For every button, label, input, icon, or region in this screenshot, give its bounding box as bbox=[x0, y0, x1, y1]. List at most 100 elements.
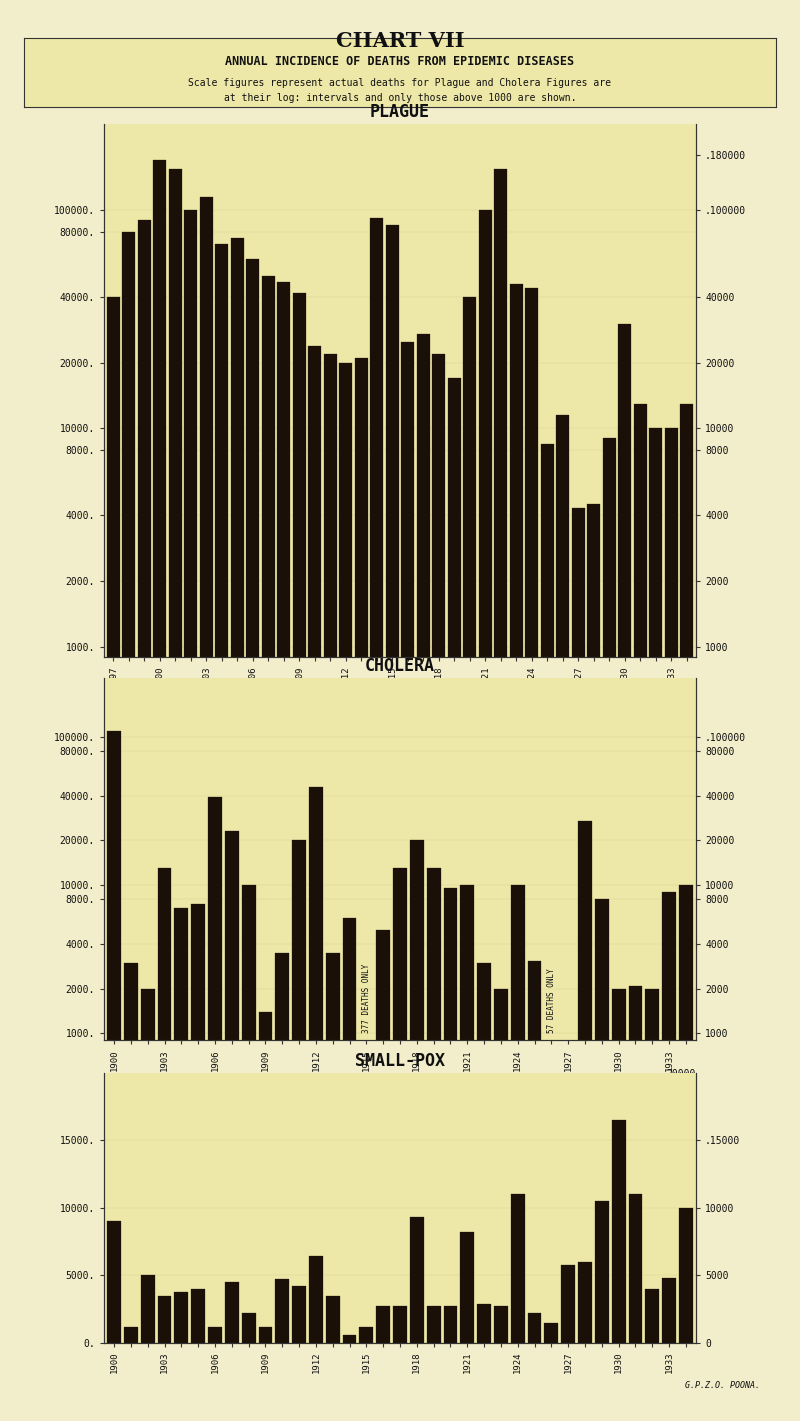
Bar bbox=[541, 443, 554, 1421]
Bar bbox=[460, 1232, 474, 1343]
Bar bbox=[545, 1137, 558, 1421]
Bar bbox=[242, 1313, 255, 1343]
Bar bbox=[174, 1292, 188, 1343]
Bar bbox=[612, 989, 626, 1421]
Title: PLAGUE: PLAGUE bbox=[370, 102, 430, 121]
Bar bbox=[215, 244, 228, 1421]
Bar bbox=[646, 989, 659, 1421]
Bar bbox=[292, 840, 306, 1421]
Bar bbox=[141, 1276, 154, 1343]
Bar bbox=[339, 362, 352, 1421]
Bar bbox=[326, 952, 340, 1421]
Bar bbox=[386, 225, 398, 1421]
Bar bbox=[246, 259, 259, 1421]
Bar bbox=[587, 504, 600, 1421]
Bar bbox=[107, 1221, 121, 1343]
Bar bbox=[494, 1306, 508, 1343]
Bar bbox=[258, 1327, 272, 1343]
Bar bbox=[124, 962, 138, 1421]
Title: CHOLERA: CHOLERA bbox=[365, 657, 435, 675]
Bar bbox=[370, 219, 383, 1421]
Bar bbox=[448, 378, 461, 1421]
Bar bbox=[141, 989, 154, 1421]
Bar bbox=[646, 1289, 659, 1343]
Bar bbox=[376, 1306, 390, 1343]
Text: CHART VII: CHART VII bbox=[336, 31, 464, 51]
Bar bbox=[417, 334, 430, 1421]
Bar bbox=[342, 918, 357, 1421]
Bar bbox=[463, 297, 476, 1421]
Bar bbox=[158, 868, 171, 1421]
Bar bbox=[477, 1303, 491, 1343]
Bar bbox=[662, 1277, 676, 1343]
Bar bbox=[528, 961, 542, 1421]
Bar bbox=[292, 1286, 306, 1343]
Bar bbox=[359, 1096, 374, 1421]
Bar bbox=[477, 962, 491, 1421]
Bar bbox=[309, 345, 321, 1421]
Bar bbox=[578, 821, 592, 1421]
Bar bbox=[309, 1256, 323, 1343]
Bar bbox=[443, 888, 458, 1421]
Title: SMALL-POX: SMALL-POX bbox=[355, 1052, 445, 1070]
Bar bbox=[595, 1201, 609, 1343]
Bar bbox=[556, 415, 569, 1421]
Bar bbox=[231, 237, 244, 1421]
Bar bbox=[679, 885, 693, 1421]
Bar bbox=[191, 1289, 205, 1343]
Bar bbox=[629, 986, 642, 1421]
Text: 377 DEATHS ONLY: 377 DEATHS ONLY bbox=[362, 963, 371, 1033]
Bar bbox=[511, 1194, 525, 1343]
Bar bbox=[107, 730, 121, 1421]
Bar bbox=[208, 1327, 222, 1343]
Bar bbox=[562, 1137, 575, 1421]
Bar bbox=[278, 281, 290, 1421]
Bar bbox=[479, 210, 491, 1421]
Bar bbox=[572, 509, 585, 1421]
Text: 57 DEATHS ONLY: 57 DEATHS ONLY bbox=[547, 969, 556, 1033]
Bar bbox=[443, 1306, 458, 1343]
Bar bbox=[393, 1306, 407, 1343]
Bar bbox=[650, 429, 662, 1421]
Bar bbox=[562, 1265, 575, 1343]
Text: at their log: intervals and only those above 1000 are shown.: at their log: intervals and only those a… bbox=[224, 94, 576, 104]
Bar bbox=[138, 220, 150, 1421]
Bar bbox=[355, 358, 368, 1421]
Bar bbox=[359, 1327, 374, 1343]
Bar bbox=[393, 868, 407, 1421]
Bar bbox=[309, 787, 323, 1421]
Bar bbox=[629, 1194, 642, 1343]
Bar bbox=[225, 1282, 238, 1343]
Bar bbox=[511, 885, 525, 1421]
Bar bbox=[169, 169, 182, 1421]
Bar bbox=[426, 868, 441, 1421]
Bar bbox=[122, 232, 135, 1421]
Bar bbox=[326, 1296, 340, 1343]
Bar bbox=[679, 1208, 693, 1343]
Bar bbox=[662, 892, 676, 1421]
Bar bbox=[494, 989, 508, 1421]
Bar bbox=[225, 831, 238, 1421]
Text: 73 DEATHS ONLY: 73 DEATHS ONLY bbox=[530, 969, 539, 1033]
Bar bbox=[342, 1334, 357, 1343]
Bar bbox=[376, 929, 390, 1421]
Bar bbox=[275, 1279, 289, 1343]
Bar bbox=[262, 276, 274, 1421]
Bar bbox=[578, 1262, 592, 1343]
Bar bbox=[402, 341, 414, 1421]
Bar bbox=[154, 161, 166, 1421]
Bar bbox=[258, 1012, 272, 1421]
Bar bbox=[634, 404, 646, 1421]
Bar bbox=[174, 908, 188, 1421]
Bar bbox=[510, 284, 522, 1421]
Bar bbox=[680, 404, 693, 1421]
Bar bbox=[612, 1120, 626, 1343]
Bar bbox=[242, 885, 255, 1421]
Text: G.P.Z.O. POONA.: G.P.Z.O. POONA. bbox=[685, 1381, 760, 1390]
Bar bbox=[158, 1296, 171, 1343]
Text: 20000: 20000 bbox=[666, 1069, 696, 1079]
Bar bbox=[528, 1313, 542, 1343]
Bar bbox=[460, 885, 474, 1421]
Bar bbox=[595, 899, 609, 1421]
Bar bbox=[494, 169, 507, 1421]
